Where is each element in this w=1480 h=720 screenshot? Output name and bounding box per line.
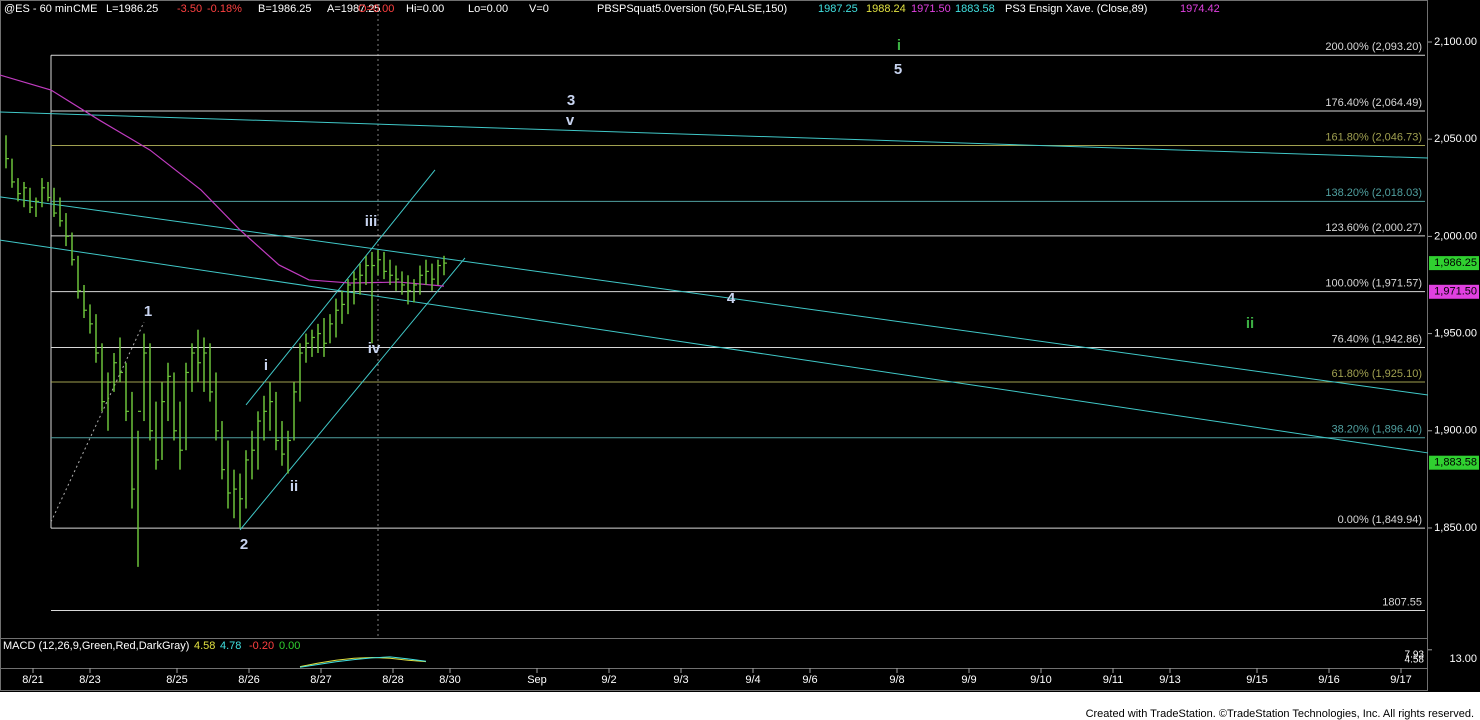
x-tick-label: 8/25	[166, 674, 187, 686]
header-item: L=1986.25	[106, 3, 158, 15]
y-tick-label: 2,100.00	[1434, 36, 1477, 48]
y-tick-label: 1,900.00	[1434, 425, 1477, 437]
fib-label: 161.80% (2,046.73)	[1325, 131, 1422, 143]
price-tag-label: 1,986.25	[1434, 257, 1477, 269]
x-tick-label: 9/3	[673, 674, 688, 686]
wave-label: ii	[1246, 315, 1254, 332]
macd-readout: 0.00	[279, 640, 300, 652]
x-tick-label: 9/8	[889, 674, 904, 686]
macd-tag: 4.58	[1405, 655, 1425, 666]
y-tick-label: 2,000.00	[1434, 230, 1477, 242]
moving-average	[0, 74, 445, 287]
header-item: B=1986.25	[258, 3, 312, 15]
header-item: Hi=0.00	[406, 3, 444, 15]
x-tick-label: Sep	[527, 674, 547, 686]
header-item: -0.18%	[207, 3, 242, 15]
header-item: Lo=0.00	[468, 3, 508, 15]
fib-label: 0.00% (1,849.94)	[1338, 514, 1422, 526]
macd-macd	[299, 656, 427, 668]
wave-label: 4	[727, 290, 736, 307]
x-tick-label: 9/4	[745, 674, 760, 686]
macd-y-tick-label: 13.00	[1449, 653, 1477, 665]
x-tick-label: 8/26	[238, 674, 259, 686]
macd-tag: 7.93	[1405, 650, 1425, 661]
wave-label: v	[566, 112, 575, 129]
trendline	[0, 111, 1429, 159]
price-tag	[1429, 284, 1479, 299]
header-item: PS3 Ensign Xave. (Close,89)	[1005, 3, 1147, 15]
fib-label: 123.60% (2,000.27)	[1325, 222, 1422, 234]
header-item: PBSPSquat5.0version (50,FALSE,150)	[597, 3, 787, 15]
y-tick-label: 1,950.00	[1434, 327, 1477, 339]
trendline	[50, 321, 145, 523]
header-item: 1988.24	[866, 3, 906, 15]
price-tag-label: 1,883.58	[1434, 457, 1477, 469]
x-tick-label: 8/23	[79, 674, 100, 686]
fib-label: 200.00% (2,093.20)	[1325, 41, 1422, 53]
wave-label: 2	[240, 536, 248, 553]
header-item: O=0.00	[358, 3, 394, 15]
trendline	[0, 239, 1429, 454]
plot-frame	[0, 0, 1428, 691]
footer: Created with TradeStation. ©TradeStation…	[1086, 708, 1474, 720]
wave-label: iv	[368, 340, 381, 357]
macd-signal	[299, 656, 427, 668]
fib-label: 76.40% (1,942.86)	[1331, 333, 1422, 345]
header-item: 1987.25	[818, 3, 858, 15]
header-item: 1883.58	[955, 3, 995, 15]
price-tag	[1429, 256, 1479, 271]
fib-label: 38.20% (1,896.40)	[1331, 424, 1422, 436]
fib-label: 1807.55	[1382, 596, 1422, 608]
wave-label: i	[264, 357, 268, 374]
x-tick-label: 9/17	[1390, 674, 1411, 686]
header-item: 1974.42	[1180, 3, 1220, 15]
x-tick-label: 9/15	[1246, 674, 1267, 686]
macd-readout: 4.58	[194, 640, 215, 652]
header-item: V=0	[529, 3, 549, 15]
x-tick-label: 8/21	[22, 674, 43, 686]
wave-label: ii	[290, 478, 298, 495]
fib-label: 100.00% (1,971.57)	[1325, 278, 1422, 290]
x-tick-label: 9/16	[1318, 674, 1339, 686]
wave-label: 5	[894, 61, 902, 78]
header-item: @ES - 60 min	[4, 3, 73, 15]
x-tick-label: 8/27	[310, 674, 331, 686]
wave-label: 1	[144, 303, 152, 320]
macd-readout: -0.20	[249, 640, 274, 652]
fib-label: 61.80% (1,925.10)	[1331, 368, 1422, 380]
x-tick-label: 9/9	[961, 674, 976, 686]
x-tick-label: 9/10	[1030, 674, 1051, 686]
fib-label: 176.40% (2,064.49)	[1325, 97, 1422, 109]
macd-readout: 4.78	[220, 640, 241, 652]
footer-bar	[0, 692, 1480, 720]
macd-title: MACD (12,26,9,Green,Red,DarkGray)	[3, 640, 189, 652]
x-tick-label: 9/6	[802, 674, 817, 686]
header-item: -3.50	[177, 3, 202, 15]
wave-label: 3	[567, 92, 575, 109]
x-tick-label: 9/11	[1103, 674, 1124, 686]
wave-label: iii	[365, 213, 378, 230]
header-item: A=1987.25	[327, 3, 381, 15]
fib-label: 138.20% (2,018.03)	[1325, 187, 1422, 199]
y-tick-label: 1,850.00	[1434, 522, 1477, 534]
header-item: 1971.50	[911, 3, 951, 15]
x-tick-label: 9/13	[1159, 674, 1180, 686]
y-tick-label: 2,050.00	[1434, 133, 1477, 145]
x-tick-label: 8/28	[382, 674, 403, 686]
x-tick-label: 9/2	[601, 674, 616, 686]
trendline	[0, 196, 1429, 396]
trendline	[245, 169, 436, 406]
trendline	[239, 257, 466, 531]
header-item: CME	[73, 3, 97, 15]
x-tick-label: 8/30	[439, 674, 460, 686]
wave-label: i	[897, 37, 901, 54]
price-tag-label: 1,971.50	[1434, 286, 1477, 298]
price-tag	[1429, 455, 1479, 470]
